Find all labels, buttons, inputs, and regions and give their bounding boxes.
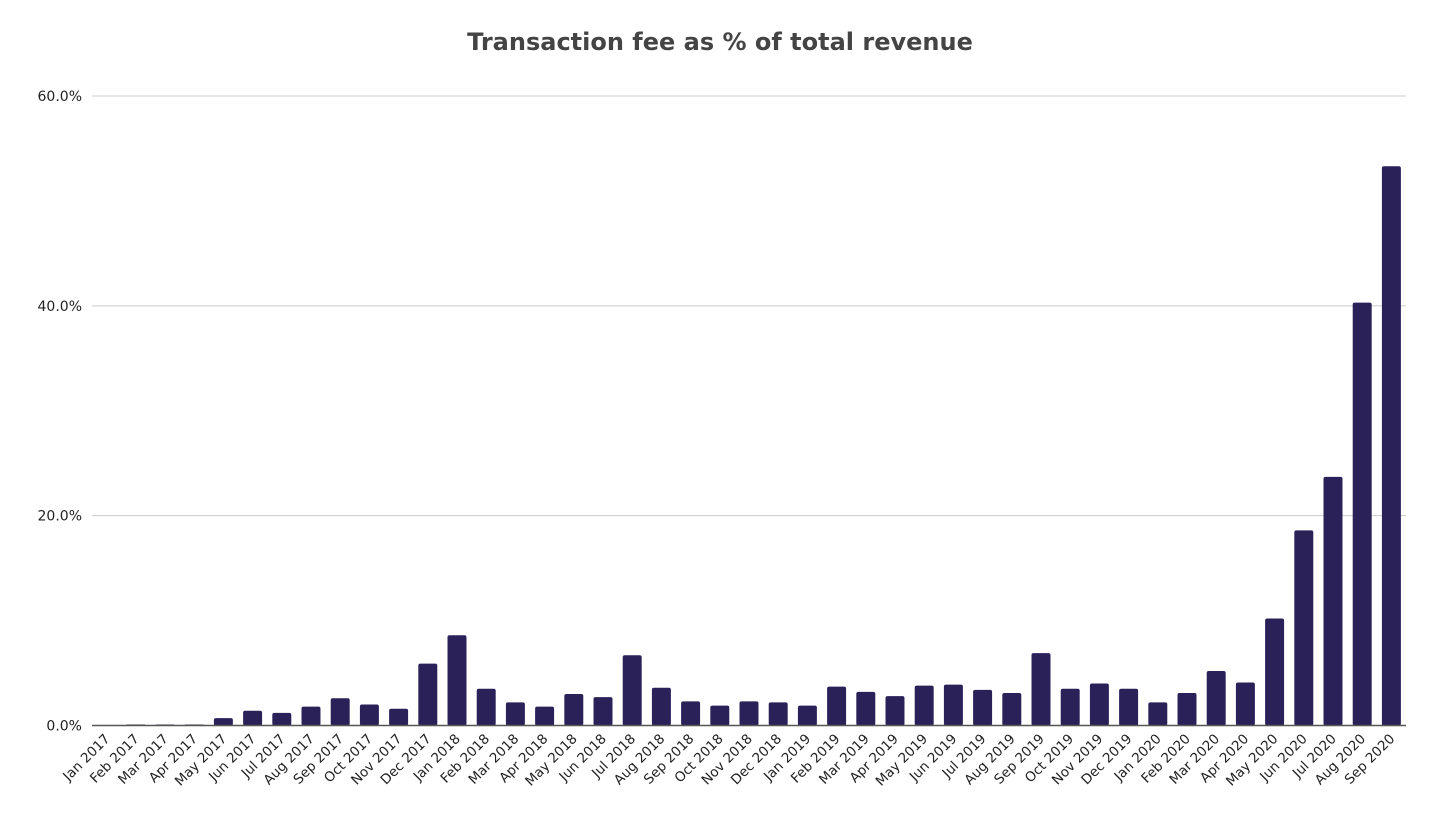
bar: [1323, 476, 1343, 726]
bar: [1352, 302, 1372, 726]
bar: [593, 697, 613, 726]
bar: [739, 701, 759, 726]
bar: [1206, 670, 1226, 726]
y-axis-ticks: 0.0% 20.0% 40.0% 60.0%: [38, 89, 82, 735]
bar: [1148, 702, 1168, 726]
y-tick-label: 40.0%: [38, 299, 82, 315]
bar: [943, 684, 963, 726]
bar: [447, 635, 467, 726]
bar: [243, 710, 263, 726]
bar: [797, 705, 817, 726]
gridlines: [92, 95, 1406, 517]
bar: [622, 655, 642, 726]
bar: [359, 704, 379, 726]
bar: [914, 685, 934, 726]
bar: [1002, 692, 1022, 726]
bar: [476, 688, 496, 726]
bar: [856, 691, 876, 726]
bar: [768, 702, 788, 726]
bar: [301, 706, 321, 726]
bar: [505, 702, 525, 726]
bar: [651, 687, 671, 726]
bar: [564, 694, 584, 726]
bar: [710, 705, 730, 726]
bar: [1265, 618, 1285, 726]
bar: [1119, 688, 1139, 726]
bar: [418, 663, 438, 726]
bar: [681, 701, 701, 726]
bar: [272, 712, 292, 726]
y-tick-label: 60.0%: [38, 89, 82, 105]
bar: [330, 698, 350, 726]
bar: [885, 696, 905, 726]
bar: [1031, 653, 1051, 726]
bar: [1381, 166, 1401, 726]
bar: [1089, 683, 1109, 726]
bar: [1177, 692, 1197, 726]
y-tick-label: 20.0%: [38, 509, 82, 525]
bars: [126, 166, 1401, 726]
bar: [973, 689, 993, 726]
bar: [827, 686, 847, 726]
bar: [1060, 688, 1080, 726]
bar: [535, 706, 555, 726]
bar: [1235, 682, 1255, 726]
y-tick-label: 0.0%: [46, 719, 82, 735]
bar: [1294, 530, 1314, 726]
bar: [213, 718, 233, 726]
chart-title: Transaction fee as % of total revenue: [467, 28, 973, 56]
bar: [389, 708, 409, 726]
